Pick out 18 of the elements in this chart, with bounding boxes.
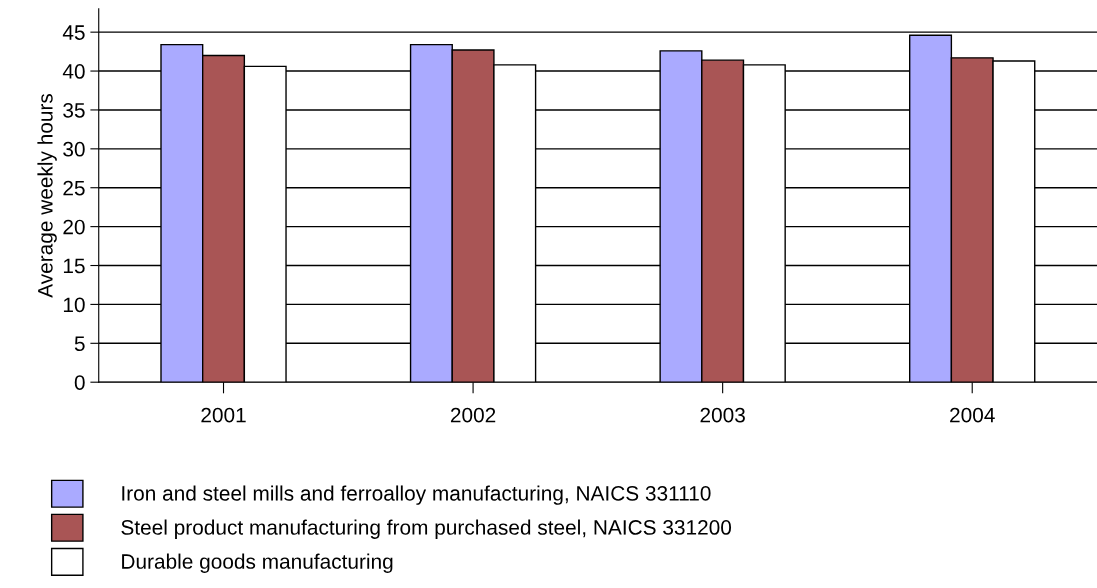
- y-tick-label: 35: [63, 102, 85, 118]
- y-tick-label: 20: [63, 219, 85, 235]
- y-tick-label: 25: [63, 180, 85, 196]
- y-axis-title: Average weekly hours: [37, 93, 57, 298]
- y-tick-label: 5: [74, 336, 85, 352]
- x-tick-label: 2004: [950, 407, 995, 423]
- y-tick-label: 10: [63, 297, 85, 313]
- y-tick-label: 0: [74, 375, 85, 390]
- legend-label: Steel product manufacturing from purchased steel, NAICS 331200: [121, 519, 732, 539]
- x-tick-label: 2003: [700, 407, 745, 423]
- y-tick-label: 30: [63, 141, 85, 157]
- y-tick-label: 40: [62, 64, 85, 79]
- y-tick-label: 45: [62, 25, 85, 40]
- y-tick-label: 15: [63, 258, 85, 274]
- x-tick-label: 2001: [201, 407, 246, 423]
- legend-label: Durable goods manufacturing: [122, 553, 393, 573]
- legend-label: Iron and steel mills and ferroalloy manufacturing, NAICS 331110: [122, 485, 711, 505]
- x-tick-label: 2002: [450, 407, 496, 423]
